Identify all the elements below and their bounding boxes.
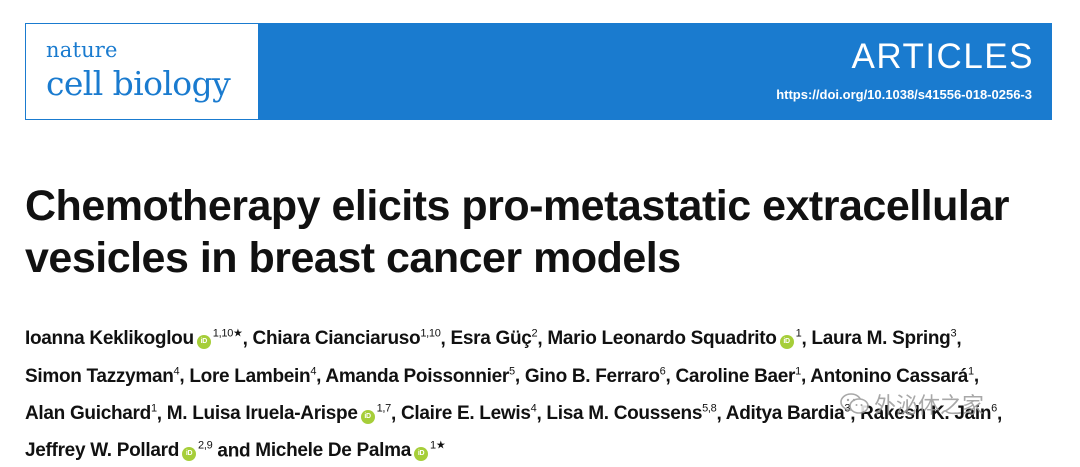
author-name[interactable]: Michele De Palma — [255, 440, 412, 462]
author-entry: Gino B. Ferraro6 — [524, 365, 666, 387]
author-name[interactable]: Mario Leonardo Squadrito — [547, 328, 777, 350]
author-separator: , — [536, 402, 547, 424]
orcid-icon[interactable]: iD — [196, 335, 211, 350]
author-separator: , — [996, 402, 1002, 424]
author-entry: Caroline Baer1 — [675, 365, 801, 387]
author-entry: Lisa M. Coussens5,8 — [546, 403, 716, 424]
author-entry: M. Luisa Iruela-Arispe iD1,7 — [167, 403, 391, 424]
author-separator: , — [850, 402, 861, 424]
author-affiliation: 1 — [150, 402, 157, 415]
author-name[interactable]: Aditya Bardia — [725, 402, 845, 424]
author-affiliation: 1 — [795, 365, 801, 378]
author-name[interactable]: Lore Lambein — [189, 365, 311, 387]
orcid-icon[interactable]: iD — [779, 335, 794, 350]
author-name[interactable]: Chiara Ciancia­ruso — [252, 328, 421, 350]
author-affiliation: 3 — [950, 328, 957, 340]
author-separator: , — [665, 365, 676, 387]
orcid-icon[interactable]: iD — [182, 447, 197, 462]
author-name[interactable]: Amanda Poissonnier — [325, 365, 510, 387]
author-entry: Claire E. Lewis4 — [400, 402, 537, 424]
author-separator: , — [956, 328, 962, 350]
author-list: Ioanna Keklikoglou iD1,10★, Chiara Cianci… — [25, 318, 1065, 467]
author-separator: , — [440, 328, 451, 350]
author-name[interactable]: Gino B. Ferraro — [524, 365, 660, 387]
author-entry: Antonino Cassará1 — [810, 365, 974, 387]
author-affiliation: 6 — [659, 365, 666, 378]
author-name[interactable]: Laura M. Spring — [811, 328, 951, 350]
journal-logo-line2: cell biology — [46, 64, 231, 103]
author-affiliation: 1,10★ — [212, 328, 243, 340]
article-title: Chemotherapy elicits pro-metastatic extr… — [25, 182, 1009, 282]
doi-link[interactable]: https://doi.org/10.1038/s41556-018-0256-… — [776, 87, 1032, 102]
author-separator: , — [973, 365, 979, 387]
author-name[interactable]: Esra Güç — [450, 328, 532, 350]
watermark-text: 外泌体之家 — [874, 393, 985, 418]
author-affiliation: 6 — [991, 402, 997, 415]
author-name[interactable]: Rakesh K. Jain — [860, 402, 992, 424]
author-entry: Simon Tazzyman4 — [25, 365, 180, 387]
author-name[interactable]: Antonino Cassará — [810, 365, 969, 387]
author-separator: , — [800, 365, 811, 387]
watermark: 外泌体之家 — [840, 388, 984, 420]
author-separator: , — [716, 402, 726, 424]
journal-logo[interactable]: nature cell biology — [26, 24, 258, 119]
author-affiliation: 1 — [795, 328, 802, 340]
author-name[interactable]: M. Luisa Iruela-Arispe — [166, 402, 358, 424]
author-entry: Mario Leonardo Squadrito iD1 — [547, 328, 802, 350]
author-affiliation: 4 — [173, 365, 180, 378]
author-separator: , — [156, 402, 167, 424]
author-entry: Amanda Poissonnier5 — [325, 365, 515, 387]
author-entry: Lore Lambein4 — [189, 365, 317, 387]
author-affiliation: 4 — [310, 365, 317, 378]
author-entry: Ioanna Keklikoglou iD1,10★ — [25, 328, 243, 350]
author-entry: Rakesh K. Jain6 — [860, 403, 997, 424]
author-separator: , — [316, 365, 326, 387]
author-entry: Esra Güç2 — [451, 328, 538, 349]
author-name[interactable]: Claire E. Lewis — [400, 402, 531, 424]
author-affiliation: 2,9 — [198, 439, 213, 452]
author-separator: , — [537, 328, 548, 350]
author-separator: , — [801, 328, 812, 350]
author-separator: , — [242, 328, 253, 350]
author-affiliation: 1,10 — [420, 328, 441, 340]
author-entry: Laura M. Spring3 — [811, 328, 956, 349]
author-name[interactable]: Alan Guichard — [25, 402, 151, 424]
orcid-icon[interactable]: iD — [360, 409, 375, 424]
author-affiliation: 5,8 — [702, 402, 717, 415]
author-separator: , — [514, 365, 525, 387]
author-entry: Jeffrey W. Pollard iD2,9 — [25, 439, 213, 462]
author-affiliation: 2 — [531, 328, 538, 340]
author-entry: Alan Guichard1 — [25, 403, 157, 424]
author-entry: Michele De Palma iD1★ — [255, 439, 446, 462]
author-affiliation: 1 — [968, 365, 974, 378]
orcid-icon[interactable]: iD — [414, 447, 429, 462]
author-separator: , — [391, 402, 401, 424]
author-name[interactable]: Ioanna Keklikoglou — [25, 328, 194, 350]
journal-header-banner: nature cell biology ARTICLES https://doi… — [25, 23, 1052, 120]
wechat-icon — [840, 393, 869, 414]
author-affiliation: 4 — [530, 402, 537, 415]
author-affiliation: 1★ — [430, 439, 446, 452]
author-entry: Chiara Ciancia­ruso1,10 — [253, 328, 441, 349]
author-affiliation: 3 — [844, 402, 851, 415]
author-affiliation: 5 — [509, 365, 515, 378]
author-separator: and — [212, 440, 256, 462]
author-name[interactable]: Simon Tazzyman — [25, 365, 174, 387]
author-name[interactable]: Jeffrey W. Pollard — [25, 440, 180, 462]
author-entry: Aditya Bardia3 — [725, 402, 851, 424]
section-label: ARTICLES — [851, 37, 1034, 76]
author-name[interactable]: Lisa M. Coussens — [546, 402, 703, 424]
author-name[interactable]: Caroline Baer — [675, 365, 796, 387]
journal-logo-line1: nature — [46, 38, 118, 62]
author-separator: , — [179, 365, 190, 387]
author-affiliation: 1,7 — [376, 402, 392, 415]
